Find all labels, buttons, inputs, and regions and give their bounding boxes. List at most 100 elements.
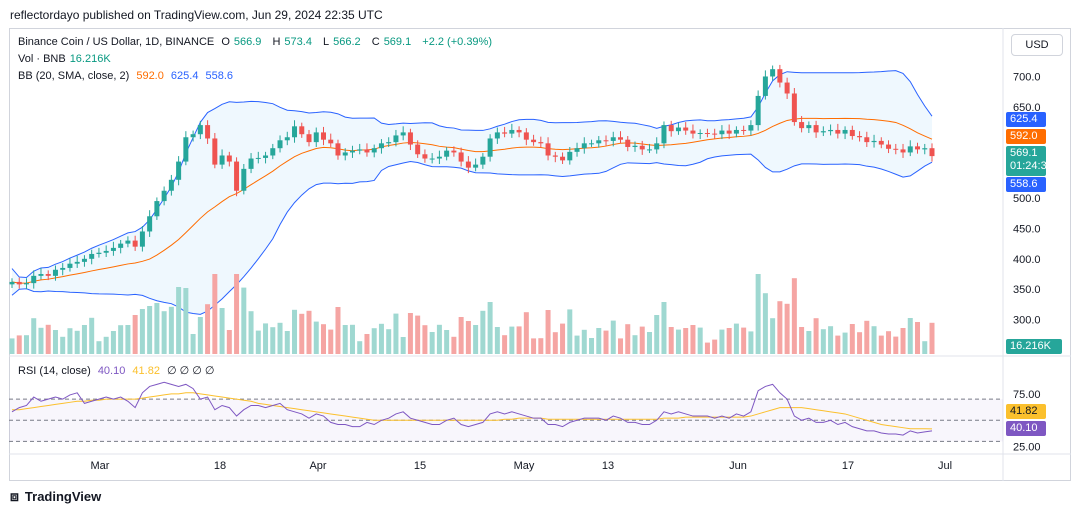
volume-bar: [125, 325, 131, 354]
candle-body: [357, 149, 363, 151]
price-tick-label: 450.0: [1013, 223, 1041, 235]
legend-bb: BB (20, SMA, close, 2) 592.0 625.4 558.6: [18, 70, 234, 82]
volume-bar: [748, 331, 754, 354]
candle-body: [683, 127, 689, 131]
volume-bar: [646, 332, 652, 354]
volume-bar: [704, 342, 710, 354]
candle-body: [668, 125, 674, 132]
volume-bar: [89, 317, 95, 354]
tradingview-logo-icon: ⧈: [10, 488, 19, 504]
candle-body: [60, 267, 66, 270]
candle-body: [284, 137, 290, 141]
volume-bar: [103, 336, 109, 354]
volume-bar: [306, 310, 312, 354]
candle-body: [212, 138, 218, 165]
rsi-value: 40.10: [97, 365, 126, 377]
bb-fill: [12, 70, 932, 315]
candle-body: [458, 152, 464, 162]
chart-frame: [9, 28, 1071, 481]
candle-body: [878, 140, 884, 145]
candle-body: [118, 243, 124, 248]
candle-body: [234, 161, 240, 191]
volume-bar: [386, 329, 392, 354]
volume-bar: [212, 274, 218, 354]
candle-body: [748, 125, 754, 131]
candle-body: [842, 129, 848, 134]
volume-bar: [618, 338, 624, 354]
rsi-empty-values: ∅ ∅ ∅ ∅: [167, 365, 215, 377]
bb-mid-value: 592.0: [136, 70, 164, 82]
volume-bar: [516, 326, 522, 354]
candle-body: [371, 148, 377, 153]
bb-upper-value: 625.4: [170, 70, 199, 82]
candle-body: [523, 132, 529, 140]
candle-body: [799, 122, 805, 129]
brand-text: TradingView: [24, 489, 102, 504]
volume-bar: [81, 325, 87, 354]
candle-body: [552, 155, 558, 157]
volume-bar: [538, 338, 544, 354]
last-price-tag: 569.1 01:24:37: [1006, 146, 1053, 176]
volume-bar: [393, 313, 399, 354]
volume-bar: [16, 335, 22, 354]
candle-body: [38, 274, 44, 276]
volume-bar: [132, 315, 138, 354]
candle-body: [306, 134, 312, 143]
candle-body: [610, 137, 616, 141]
candle-body: [589, 143, 595, 145]
candle-body: [531, 139, 537, 143]
price-tick-label: 500.0: [1013, 193, 1041, 205]
symbol-title: Binance Coin / US Dollar, 1D, BINANCE: [18, 36, 215, 48]
candle-body: [96, 252, 102, 254]
volume-bar: [473, 325, 479, 354]
candle-body: [596, 140, 602, 144]
price-tick-label: 350.0: [1013, 284, 1041, 296]
candle-body: [364, 149, 370, 153]
candle-body: [139, 231, 145, 247]
candle-body: [465, 161, 471, 168]
volume-bar: [878, 335, 884, 354]
footer-brand[interactable]: ⧈ TradingView: [10, 488, 101, 505]
candle-body: [328, 139, 334, 144]
candle-body: [712, 133, 718, 135]
candle-body: [197, 125, 203, 135]
volume-bar: [429, 332, 435, 354]
volume-bar: [806, 331, 812, 354]
volume-bar: [176, 287, 182, 354]
candle-body: [487, 138, 493, 157]
volume-bar: [96, 341, 102, 354]
candle-body: [320, 132, 326, 140]
candle-body: [103, 250, 109, 253]
volume-bar: [190, 334, 196, 354]
volume-bar: [371, 328, 377, 354]
currency-button[interactable]: USD: [1011, 34, 1063, 56]
volume-bar: [625, 324, 631, 354]
volume-bar: [661, 302, 667, 354]
candle-body: [922, 148, 928, 150]
volume-bar: [733, 323, 739, 354]
candle-body: [16, 281, 22, 285]
volume-bar: [458, 317, 464, 354]
candle-body: [560, 156, 566, 161]
volume-value: 16.216K: [69, 53, 111, 65]
volume-bar: [444, 330, 450, 354]
rsi-tick-label: 75.00: [1013, 389, 1041, 401]
price-tick-label: 650.0: [1013, 102, 1041, 114]
volume-bar: [632, 335, 638, 354]
bb-lower-value: 558.6: [205, 70, 234, 82]
bb-lower-tag: 558.6: [1006, 177, 1046, 192]
close-value: 569.1: [383, 36, 412, 48]
volume-bar: [183, 288, 189, 354]
candle-body: [263, 155, 269, 158]
candle-body: [45, 274, 51, 276]
candle-body: [342, 152, 348, 156]
volume-bar: [480, 310, 486, 354]
candle-body: [661, 125, 667, 144]
candle-body: [835, 129, 841, 134]
volume-bar: [335, 307, 341, 354]
volume-bar: [197, 317, 203, 354]
candle-body: [451, 150, 457, 153]
bb-mid-line: [11, 117, 933, 284]
